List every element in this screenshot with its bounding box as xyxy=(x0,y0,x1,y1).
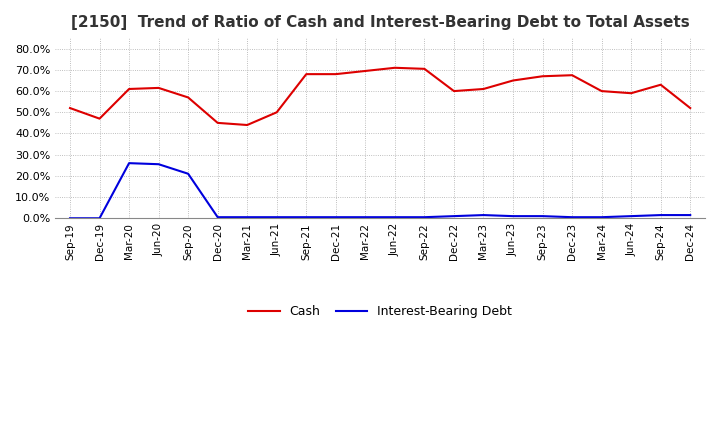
Interest-Bearing Debt xyxy=(243,215,251,220)
Cash xyxy=(95,116,104,121)
Title: [2150]  Trend of Ratio of Cash and Interest-Bearing Debt to Total Assets: [2150] Trend of Ratio of Cash and Intere… xyxy=(71,15,690,30)
Cash xyxy=(125,86,133,92)
Interest-Bearing Debt xyxy=(627,213,636,219)
Interest-Bearing Debt xyxy=(390,215,399,220)
Interest-Bearing Debt xyxy=(539,213,547,219)
Cash xyxy=(686,106,695,111)
Interest-Bearing Debt xyxy=(125,161,133,166)
Interest-Bearing Debt xyxy=(184,171,192,176)
Interest-Bearing Debt xyxy=(95,216,104,221)
Cash xyxy=(420,66,428,71)
Line: Interest-Bearing Debt: Interest-Bearing Debt xyxy=(70,163,690,218)
Cash xyxy=(568,73,577,78)
Cash xyxy=(627,91,636,96)
Interest-Bearing Debt xyxy=(331,215,340,220)
Cash xyxy=(509,78,518,83)
Interest-Bearing Debt xyxy=(598,215,606,220)
Cash xyxy=(66,106,74,111)
Interest-Bearing Debt xyxy=(213,215,222,220)
Interest-Bearing Debt xyxy=(480,213,488,218)
Cash xyxy=(449,88,458,94)
Cash xyxy=(272,110,281,115)
Cash xyxy=(243,122,251,128)
Interest-Bearing Debt xyxy=(509,213,518,219)
Interest-Bearing Debt xyxy=(302,215,310,220)
Cash xyxy=(361,68,369,73)
Interest-Bearing Debt xyxy=(568,215,577,220)
Line: Cash: Cash xyxy=(70,68,690,125)
Cash xyxy=(154,85,163,91)
Cash xyxy=(657,82,665,88)
Interest-Bearing Debt xyxy=(66,216,74,221)
Cash xyxy=(480,86,488,92)
Cash xyxy=(184,95,192,100)
Interest-Bearing Debt xyxy=(686,213,695,218)
Cash xyxy=(331,71,340,77)
Legend: Cash, Interest-Bearing Debt: Cash, Interest-Bearing Debt xyxy=(243,300,517,323)
Interest-Bearing Debt xyxy=(272,215,281,220)
Interest-Bearing Debt xyxy=(154,161,163,167)
Cash xyxy=(302,71,310,77)
Cash xyxy=(539,73,547,79)
Cash xyxy=(213,120,222,125)
Interest-Bearing Debt xyxy=(361,215,369,220)
Interest-Bearing Debt xyxy=(420,215,428,220)
Cash xyxy=(598,88,606,94)
Cash xyxy=(390,65,399,70)
Interest-Bearing Debt xyxy=(449,213,458,219)
Interest-Bearing Debt xyxy=(657,213,665,218)
